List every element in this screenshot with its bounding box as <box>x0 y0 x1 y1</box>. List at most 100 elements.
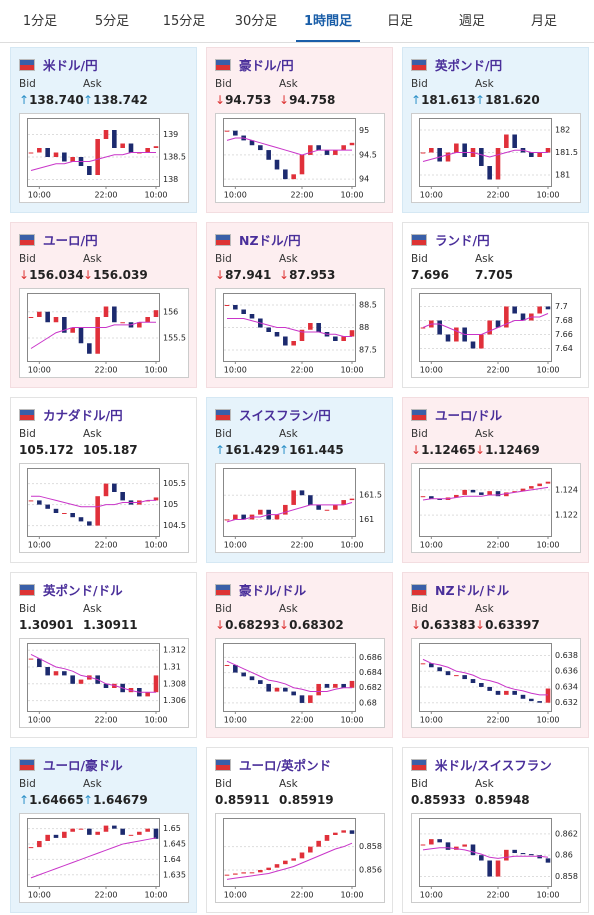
candle <box>112 825 117 829</box>
candle <box>28 500 34 502</box>
candle <box>112 130 117 148</box>
timeframe-tab[interactable]: 30分足 <box>234 14 278 29</box>
y-tick-label: 161 <box>359 515 374 524</box>
rate-card[interactable]: ユーロ/ドル Bid Ask 1.124651.12469 1.124 1.122 10:0… <box>402 397 589 563</box>
pair-title: スイスフラン/円 <box>239 408 331 423</box>
x-tick-label: 22:00 <box>486 366 509 375</box>
x-tick-label: 10:00 <box>28 716 51 725</box>
mini-chart: 95 94.5 94 10:00 22:00 10:00 <box>215 113 385 203</box>
candle <box>249 140 255 146</box>
ask-label: Ask <box>475 778 494 790</box>
rate-card[interactable]: NZドル/ドルBidAsk0.633830.633970.6380.6360.6… <box>402 572 589 738</box>
rate-card[interactable]: ユーロ/豪ドル Bid Ask 1.646651.64679 1.65 1.645 1.64… <box>10 747 197 913</box>
rate-card[interactable]: 米ドル/スイスフラン Bid Ask 0.85933 0.85948 0.862 0.86 0… <box>402 747 589 913</box>
plot-frame <box>419 468 552 537</box>
ask-value: 181.620 <box>475 93 540 107</box>
candle <box>545 148 551 153</box>
candle <box>420 152 426 154</box>
candle <box>470 489 476 493</box>
rate-card[interactable]: 英ポンド/ドル Bid Ask 1.30901 1.30911 1.312 1.31 1.30… <box>10 572 197 738</box>
rate-card[interactable]: 豪ドル/ドルBidAsk0.682930.683020.6860.6840.68… <box>206 572 393 738</box>
moving-average <box>422 486 549 501</box>
pair-title: ユーロ/豪ドル <box>43 758 123 773</box>
rate-card[interactable]: スイスフラン/円 Bid Ask 161.429161.445 161.5 161 10:0… <box>206 397 393 563</box>
candle <box>283 504 288 515</box>
mini-chart: 1.312 1.31 1.308 1.306 10:00 22:00 10:00 <box>19 638 189 728</box>
y-tick-label: 0.858 <box>359 842 382 851</box>
candle <box>137 322 142 328</box>
candle <box>145 317 150 323</box>
pair-title: ユーロ/英ポンド <box>239 758 332 773</box>
y-tick-label: 0.856 <box>359 866 382 875</box>
mini-chart: 139 138.5 138 10:00 22:00 10:00 <box>19 113 189 203</box>
candle <box>128 143 134 153</box>
ask-label: Ask <box>279 778 298 790</box>
x-tick-label: 22:00 <box>290 891 313 900</box>
rate-card[interactable]: NZドル/円 Bid Ask 87.941 87.953 88.5 88 87.5 10:00 2… <box>206 222 393 388</box>
ask-value: 0.85919 <box>279 793 334 807</box>
rate-card[interactable]: ユーロ/英ポンド Bid Ask 0.85911 0.85919 0.858 0.856 10… <box>206 747 393 913</box>
moving-average <box>31 495 156 508</box>
rate-card[interactable]: ユーロ/円 Bid Ask 156.034156.039 156 155.5 10:00 22… <box>10 222 197 388</box>
rate-card[interactable]: 豪ドル/円 Bid Ask 94.753 94.758 95 94.5 94 10:00 22:0… <box>206 47 393 213</box>
rate-card[interactable]: カナダドル/円 Bid Ask 105.172 105.187 105.5 105 104.5… <box>10 397 197 563</box>
ask-value: 156.039 <box>83 268 148 282</box>
candle <box>512 849 517 854</box>
bid-label: Bid <box>215 253 232 265</box>
plot-frame <box>419 643 552 712</box>
bid-value: 87.941 <box>215 268 271 282</box>
candle <box>62 831 67 838</box>
timeframe-tab[interactable]: 1分足 <box>22 14 58 29</box>
bid-value: 0.68293 <box>215 618 280 632</box>
candle <box>241 872 246 874</box>
flag-icon <box>215 59 231 71</box>
candle <box>37 500 42 505</box>
candle <box>53 671 59 676</box>
x-tick-label: 22:00 <box>486 191 509 200</box>
timeframe-tab[interactable]: 週足 <box>458 14 485 29</box>
y-tick-label: 0.858 <box>555 872 578 881</box>
candle <box>258 509 263 515</box>
candle <box>53 152 59 157</box>
candle <box>53 508 59 513</box>
candle <box>249 314 255 319</box>
ask-value: 138.742 <box>83 93 148 107</box>
timeframe-tab[interactable]: 5分足 <box>94 14 130 29</box>
timeframe-tab[interactable]: 日足 <box>386 14 413 29</box>
candle <box>512 134 517 148</box>
flag-icon <box>411 759 427 771</box>
candle <box>153 146 159 148</box>
candle <box>266 327 271 332</box>
bid-value: 1.12465 <box>411 443 476 457</box>
candle <box>316 840 321 847</box>
y-tick-label: 161.5 <box>359 491 382 500</box>
candle <box>487 166 492 180</box>
ask-value: 87.953 <box>279 268 335 282</box>
candle <box>462 143 467 157</box>
candle <box>224 130 230 132</box>
candle <box>224 305 230 306</box>
timeframe-tab[interactable]: 月足 <box>530 14 557 29</box>
candle <box>529 152 534 157</box>
y-tick-label: 94 <box>359 175 369 184</box>
candle <box>308 695 313 703</box>
x-tick-label: 10:00 <box>420 716 443 725</box>
rate-card[interactable]: 英ポンド/円 Bid Ask 181.613181.620 182 181.5 181 10:… <box>402 47 589 213</box>
candle <box>153 828 159 839</box>
rate-card[interactable]: 米ドル/円 Bid Ask 138.740138.742 139 138.5 138 10:0… <box>10 47 197 213</box>
y-tick-label: 7.68 <box>555 316 573 325</box>
rate-card[interactable]: ランド/円 Bid Ask 7.696 7.705 7.7 7.68 7.66 7.64 10:0… <box>402 222 589 388</box>
candle <box>95 831 100 835</box>
x-tick-label: 10:00 <box>144 716 167 725</box>
x-tick-label: 10:00 <box>28 191 51 200</box>
timeframe-tab[interactable]: 15分足 <box>162 14 206 29</box>
candle <box>479 683 484 687</box>
candle <box>470 341 476 349</box>
y-tick-label: 155.5 <box>163 334 186 343</box>
candle <box>512 491 517 493</box>
candle <box>454 327 459 342</box>
bid-label: Bid <box>19 78 36 90</box>
moving-average <box>30 321 156 349</box>
timeframe-tab[interactable]: 1時間足 <box>296 0 360 42</box>
candle <box>349 330 355 337</box>
